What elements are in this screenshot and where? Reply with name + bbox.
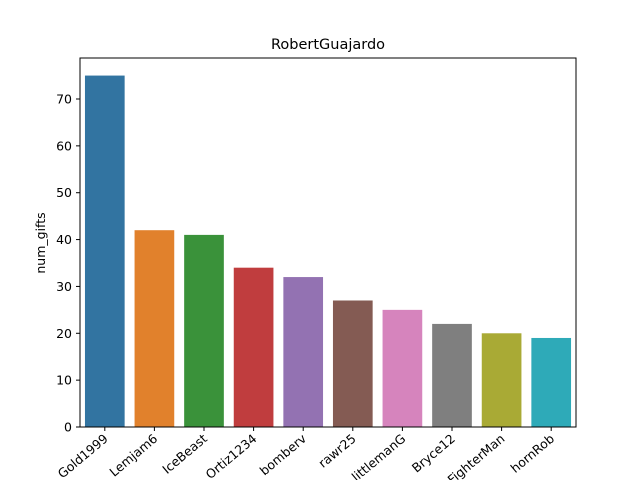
x-tick-label: rawr25	[315, 431, 358, 471]
bar-rawr25	[332, 300, 373, 427]
x-tick-label: Lemjam6	[106, 431, 160, 480]
x-tick-label: hornRob	[508, 431, 558, 476]
chart-title: RobertGuajardo	[271, 37, 385, 53]
bar-Lemjam6	[134, 230, 175, 427]
x-tick-label: Gold1999	[55, 431, 111, 480]
y-axis-label: num_gifts	[33, 212, 48, 273]
x-tick-label: Ortiz1234	[203, 431, 260, 480]
x-tick-label: littlemanG	[349, 431, 409, 480]
y-tick-label: 30	[56, 279, 72, 294]
plot-frame	[79, 57, 577, 428]
bar-littlemanG	[382, 309, 423, 427]
bar-Gold1999	[84, 75, 125, 427]
y-tick-label: 40	[56, 232, 72, 247]
y-tick-label: 10	[56, 373, 72, 388]
bar-FighterMan	[481, 333, 522, 427]
x-tick-label: bomberv	[257, 430, 310, 478]
y-tick-label: 50	[56, 185, 72, 200]
bars-group	[84, 75, 572, 427]
bar-Bryce12	[432, 323, 472, 427]
bar-bomberv	[283, 277, 324, 427]
bar-IceBeast	[184, 234, 224, 427]
bar-Ortiz1234	[233, 267, 274, 427]
x-tick-label: Bryce12	[409, 431, 458, 476]
y-tick-label: 20	[56, 326, 72, 341]
y-tick-label: 60	[56, 138, 72, 153]
y-tick-label: 70	[56, 92, 72, 107]
y-tick-label: 0	[64, 420, 72, 435]
y-axis-ticks: 0 10 20 30 40 50 60 70	[56, 92, 80, 435]
bar-hornRob	[531, 337, 572, 427]
